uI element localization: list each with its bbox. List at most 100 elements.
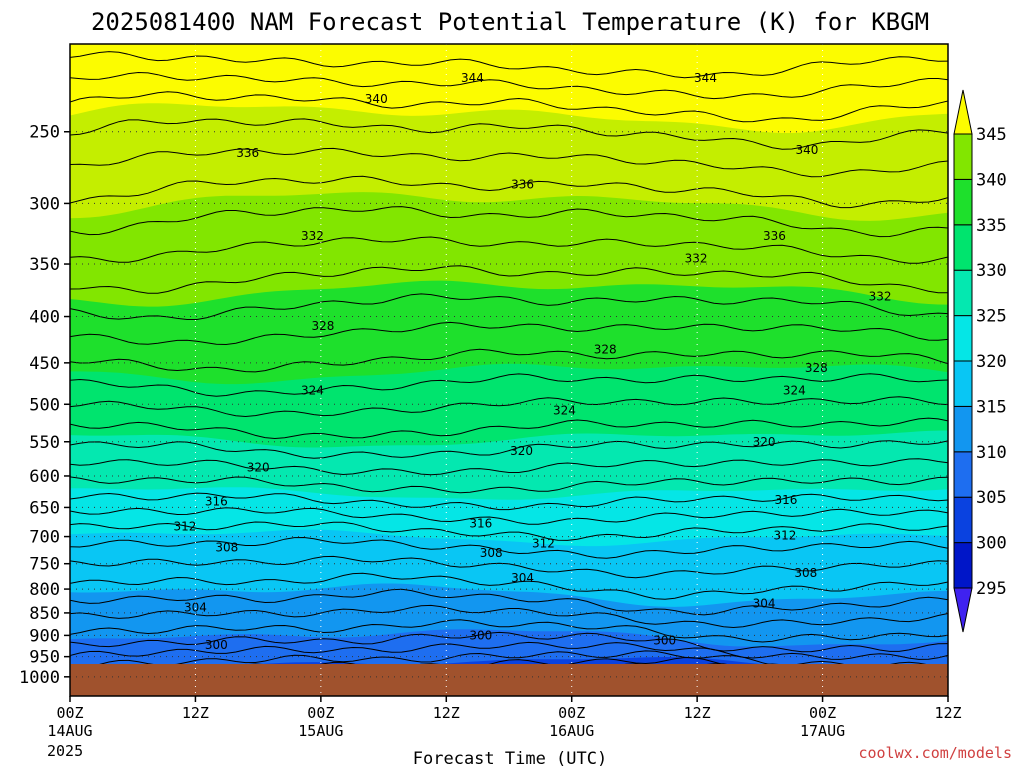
contour-line: [70, 650, 948, 670]
y-tick-label: 400: [29, 308, 60, 328]
x-tick-date: 14AUG: [47, 722, 92, 740]
colorbar-segment: [953, 542, 973, 589]
contour-label: 332: [301, 229, 324, 243]
colorbar-segment: [953, 315, 973, 362]
contour-label: 312: [174, 519, 197, 533]
contour-label: 304: [511, 571, 534, 585]
contour-line: [70, 293, 948, 320]
y-tick-label: 500: [29, 395, 60, 415]
contour-labels: 344 344 340 340 336 336 336 332 332 332 328 328 328 3…: [174, 71, 892, 652]
contour-label: 300: [653, 634, 676, 648]
contour-line: [70, 396, 948, 418]
contour-line: [70, 321, 948, 346]
ground-below-surface: [70, 664, 948, 696]
contour-label: 316: [775, 493, 798, 507]
contour-line: [70, 619, 948, 643]
contour-line: [70, 206, 948, 238]
x-axis-year: 2025: [47, 742, 83, 760]
x-tick-label: 00Z: [307, 704, 334, 722]
contour-line: [70, 604, 948, 629]
plot-frame: [69, 43, 949, 697]
contour-line: [70, 417, 948, 440]
contour-line: [70, 373, 948, 397]
contour-label: 304: [184, 600, 207, 614]
x-tick-label: 12Z: [182, 704, 209, 722]
contour-label: 340: [365, 92, 388, 106]
x-tick-label: 12Z: [684, 704, 711, 722]
contour-label: 324: [783, 384, 806, 398]
contour-label: 332: [685, 251, 708, 265]
grid-lines: [69, 44, 949, 696]
colorbar-segment: [953, 496, 973, 544]
x-tick-label: 00Z: [56, 704, 83, 722]
y-tick-label: 300: [29, 194, 60, 214]
contour-line: [70, 588, 948, 616]
y-tick-label: 850: [29, 604, 60, 624]
y-tick-label: 800: [29, 580, 60, 600]
contour-line: [70, 631, 948, 653]
y-tick-label: 350: [29, 255, 60, 275]
contour-line: [70, 572, 948, 600]
contour-label: 316: [205, 494, 228, 508]
contour-line: [70, 641, 948, 660]
contour-line: [70, 492, 948, 511]
colorbar-segment: [953, 451, 973, 498]
colorbar-label: 320: [976, 352, 1007, 372]
colorbar-label: 310: [976, 443, 1007, 463]
contour-line: [70, 265, 948, 294]
contour-line: [70, 118, 948, 150]
x-tick-label: 12Z: [934, 704, 961, 722]
colorbar: 295 300 305 310 315 320 325 330 335 340 345: [953, 89, 1007, 633]
contour-line: [70, 71, 948, 100]
x-tick-label: 12Z: [433, 704, 460, 722]
contour-label: 336: [763, 229, 786, 243]
colorbar-label: 315: [976, 397, 1007, 417]
plot-area: [70, 44, 948, 696]
contour-label: 340: [795, 143, 818, 157]
colorbar-label: 295: [976, 579, 1007, 599]
contour-label: 308: [794, 566, 817, 580]
contour-line: [70, 521, 948, 541]
contour-label: 328: [805, 361, 828, 375]
colorbar-label: 325: [976, 307, 1007, 327]
y-axis-ticks: 2503003504004505005506006507007508008509…: [19, 123, 70, 688]
colorbar-label: 330: [976, 261, 1007, 281]
contour-label: 320: [247, 460, 270, 474]
contour-label: 308: [215, 541, 238, 555]
contour-label: 312: [773, 528, 796, 542]
contour-label: 304: [753, 597, 776, 611]
x-axis-label: Forecast Time (UTC): [413, 749, 607, 768]
x-tick-label: 00Z: [558, 704, 585, 722]
contour-label: 300: [469, 628, 492, 642]
contour-label: 308: [480, 546, 503, 560]
contour-label: 300: [205, 638, 228, 652]
contour-label: 324: [301, 384, 324, 398]
x-tick-label: 00Z: [809, 704, 836, 722]
y-tick-label: 450: [29, 354, 60, 374]
colorbar-label: 335: [976, 216, 1007, 236]
contour-label: 344: [694, 71, 717, 85]
chart-title: 2025081400 NAM Forecast Potential Temper…: [91, 8, 929, 36]
contour-label: 312: [532, 536, 555, 550]
colorbar-label: 300: [976, 534, 1007, 554]
colorbar-segment: [953, 133, 973, 180]
contour-line: [70, 440, 948, 459]
y-tick-label: 1000: [19, 668, 60, 688]
x-tick-date: 15AUG: [298, 722, 343, 740]
credit-text: coolwx.com/models: [858, 744, 1012, 762]
contour-line: [70, 348, 948, 373]
contour-label: 328: [594, 343, 617, 357]
contour-line: [70, 51, 948, 79]
contour-line: [70, 236, 948, 264]
colorbar-segment: [953, 269, 973, 317]
contour-line: [70, 458, 948, 476]
contour-line: [70, 91, 948, 123]
colorbar-arrow-bottom: [953, 587, 973, 633]
x-tick-date: 17AUG: [800, 722, 845, 740]
contour-line: [70, 175, 948, 209]
contour-label: 324: [553, 404, 576, 418]
contour-label: 336: [511, 178, 534, 192]
contour-line: [70, 536, 948, 559]
contour-label: 336: [236, 146, 259, 160]
